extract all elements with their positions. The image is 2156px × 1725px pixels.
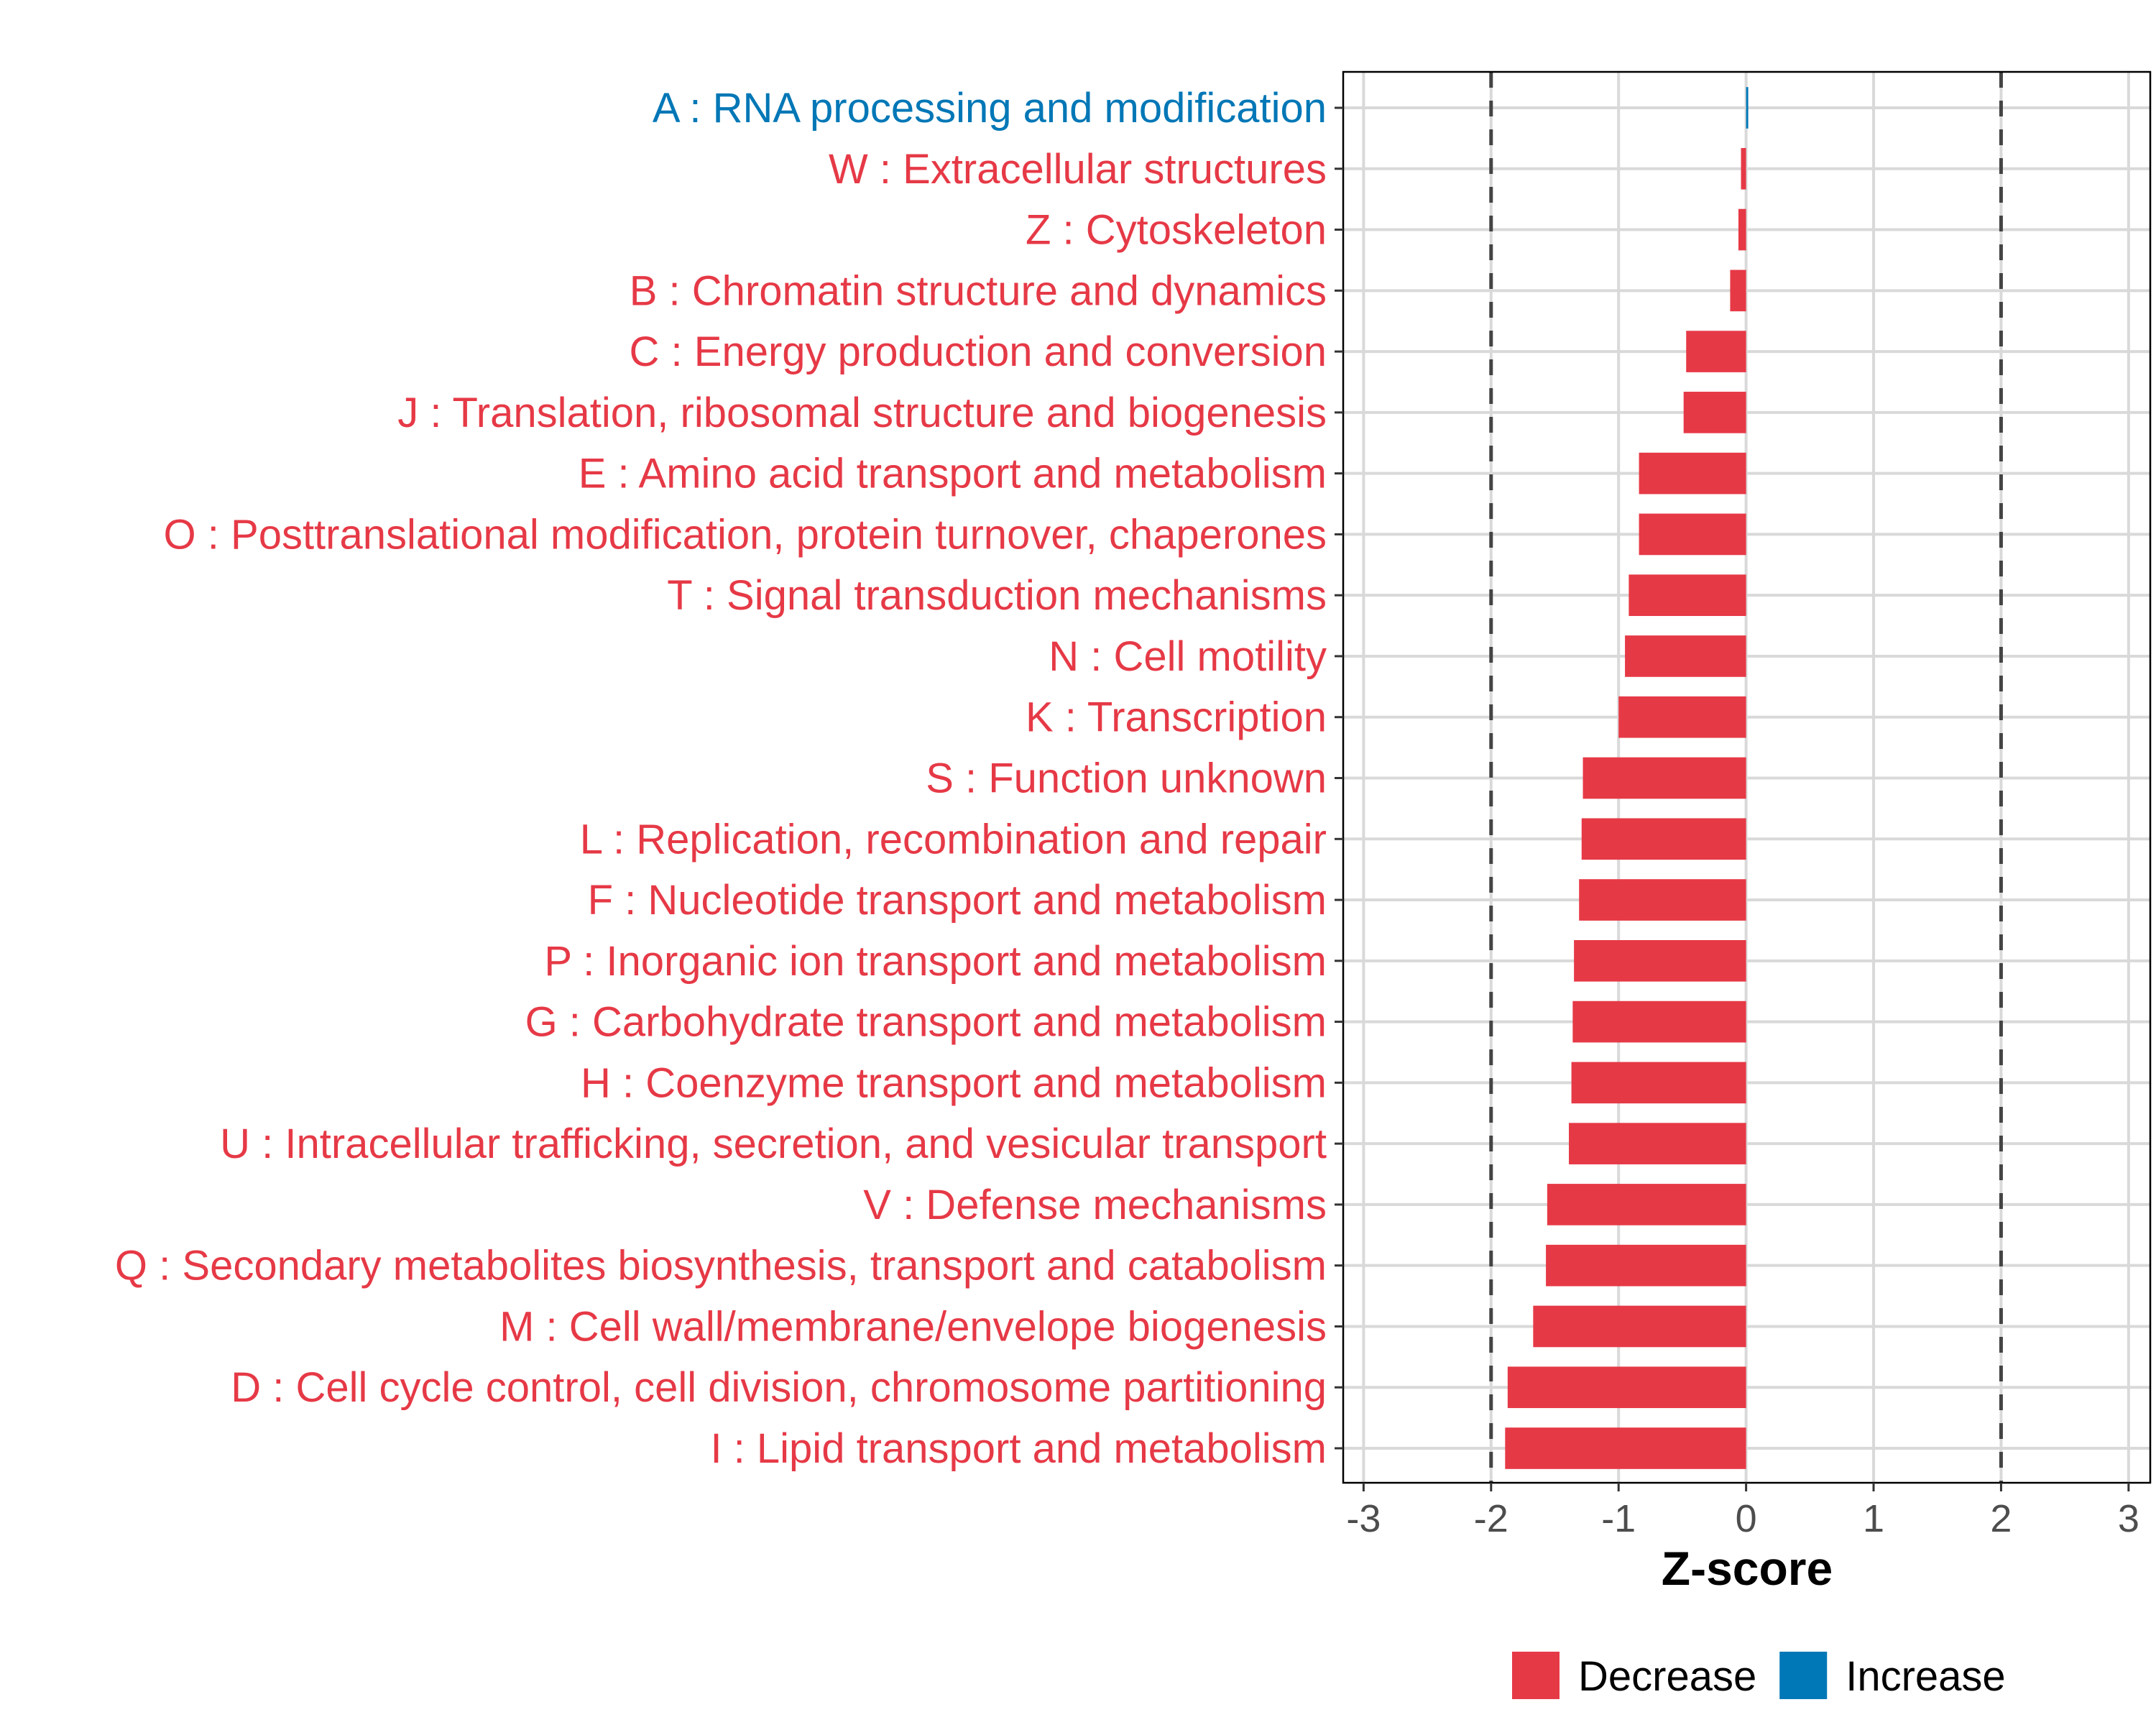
- x-tick-label: -3: [1346, 1497, 1381, 1540]
- category-label: A : RNA processing and modification: [653, 85, 1327, 132]
- category-label: W : Extracellular structures: [829, 146, 1327, 193]
- bar: [1571, 1062, 1746, 1104]
- x-axis-title: Z-score: [1662, 1542, 1833, 1595]
- category-label: B : Chromatin structure and dynamics: [630, 267, 1327, 314]
- category-label: N : Cell motility: [1049, 633, 1327, 680]
- category-label: Z : Cytoskeleton: [1026, 207, 1327, 254]
- category-label: G : Carbohydrate transport and metabolis…: [525, 999, 1327, 1046]
- category-label: V : Defense mechanisms: [863, 1182, 1327, 1228]
- legend-swatch: [1779, 1652, 1828, 1699]
- bar: [1579, 879, 1746, 921]
- bar: [1546, 1244, 1746, 1287]
- x-tick-label: 1: [1863, 1497, 1884, 1540]
- category-label: H : Coenzyme transport and metabolism: [581, 1059, 1327, 1106]
- category-label: I : Lipid transport and metabolism: [710, 1425, 1327, 1472]
- category-label: C : Energy production and conversion: [630, 328, 1327, 375]
- bar: [1746, 87, 1749, 129]
- legend-swatch: [1512, 1652, 1560, 1699]
- category-label: K : Transcription: [1026, 694, 1327, 741]
- legend-label: Increase: [1846, 1653, 2005, 1700]
- grid-lines: [1343, 72, 2150, 1483]
- bar: [1583, 757, 1746, 799]
- bar: [1686, 331, 1746, 372]
- category-label: P : Inorganic ion transport and metaboli…: [544, 938, 1327, 985]
- bar: [1625, 635, 1746, 677]
- category-label: S : Function unknown: [926, 755, 1327, 802]
- x-tick-label: -1: [1601, 1497, 1636, 1540]
- legend-label: Decrease: [1578, 1653, 1756, 1700]
- bar: [1683, 392, 1746, 433]
- bar: [1738, 208, 1746, 251]
- bar: [1505, 1427, 1746, 1469]
- bar: [1574, 939, 1746, 982]
- bars: [1505, 87, 1749, 1469]
- category-label: D : Cell cycle control, cell division, c…: [231, 1364, 1327, 1411]
- bar: [1639, 452, 1746, 494]
- bar: [1639, 513, 1746, 556]
- x-tick-label: 2: [1990, 1497, 2012, 1540]
- bar: [1569, 1123, 1746, 1164]
- category-label: T : Signal transduction mechanisms: [667, 572, 1327, 619]
- bar: [1730, 270, 1746, 312]
- category-labels: A : RNA processing and modification W : E…: [115, 85, 1343, 1472]
- x-tick-label: 0: [1736, 1497, 1757, 1540]
- category-label: E : Amino acid transport and metabolism: [579, 451, 1327, 497]
- bar: [1547, 1184, 1746, 1225]
- bar: [1581, 818, 1746, 860]
- legend: Decrease Increase: [1512, 1652, 2006, 1700]
- category-label: J : Translation, ribosomal structure and…: [397, 390, 1327, 436]
- x-tick-label: -2: [1474, 1497, 1508, 1540]
- category-label: Q : Secondary metabolites biosynthesis, …: [115, 1243, 1327, 1289]
- category-label: L : Replication, recombination and repai…: [580, 816, 1327, 862]
- x-tick-label: 3: [2118, 1497, 2139, 1540]
- bar: [1572, 1000, 1746, 1043]
- category-label: M : Cell wall/membrane/envelope biogenes…: [499, 1303, 1327, 1350]
- category-label: O : Posttranslational modification, prot…: [164, 511, 1327, 558]
- category-label: U : Intracellular trafficking, secretion…: [220, 1121, 1327, 1167]
- bar: [1507, 1366, 1746, 1409]
- x-axis-ticks: -3 -2 -1 0 1 2 3: [1346, 1483, 2139, 1540]
- category-label: F : Nucleotide transport and metabolism: [588, 877, 1327, 924]
- bar: [1618, 696, 1746, 738]
- bar: [1628, 574, 1746, 617]
- bar: [1741, 147, 1746, 190]
- bar: [1533, 1305, 1746, 1348]
- reference-lines: [1489, 72, 2003, 1483]
